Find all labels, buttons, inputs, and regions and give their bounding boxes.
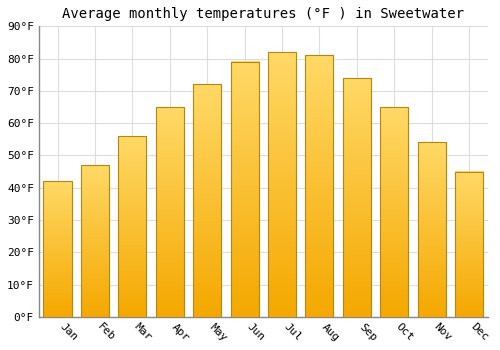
- Bar: [418, 142, 446, 317]
- Bar: [230, 62, 258, 317]
- Bar: [343, 78, 371, 317]
- Bar: [44, 181, 72, 317]
- Bar: [81, 165, 109, 317]
- Bar: [156, 107, 184, 317]
- Bar: [455, 172, 483, 317]
- Bar: [306, 55, 334, 317]
- Bar: [118, 136, 146, 317]
- Title: Average monthly temperatures (°F ) in Sweetwater: Average monthly temperatures (°F ) in Sw…: [62, 7, 464, 21]
- Bar: [268, 52, 296, 317]
- Bar: [380, 107, 408, 317]
- Bar: [193, 84, 221, 317]
